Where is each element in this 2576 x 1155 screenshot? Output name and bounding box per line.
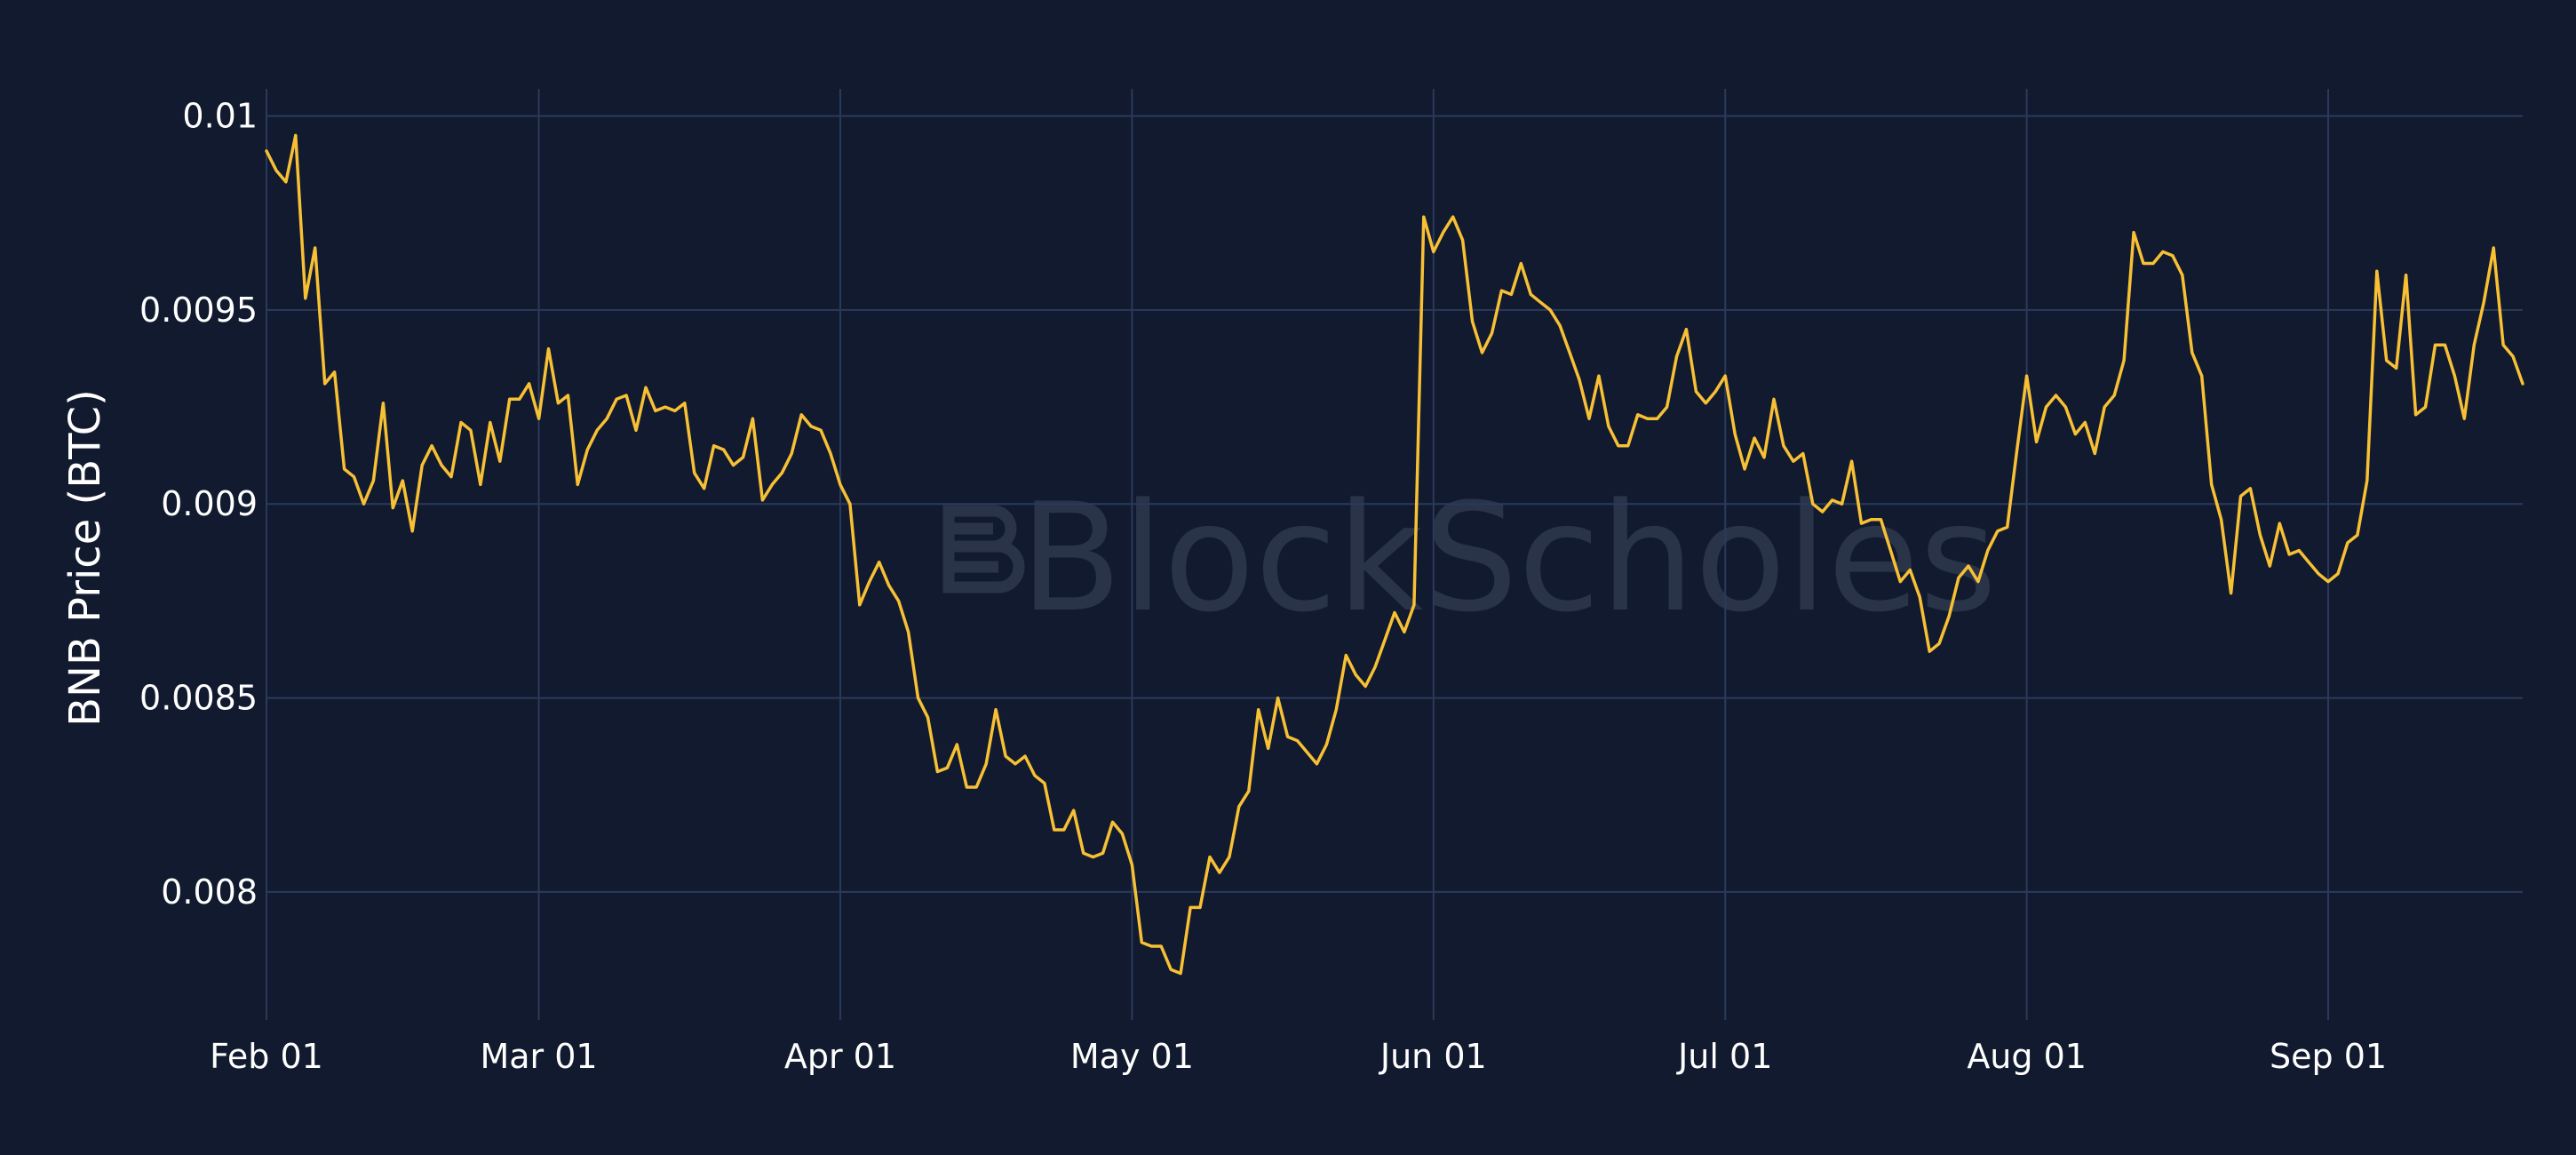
x-tick-label: Sep 01 bbox=[2270, 1037, 2387, 1076]
watermark-text: BlockScholes bbox=[1020, 471, 1997, 645]
x-tick-label: Feb 01 bbox=[210, 1037, 323, 1076]
watermark-group: BlockScholes bbox=[942, 471, 1997, 645]
x-tick-label: Apr 01 bbox=[784, 1037, 896, 1076]
x-tick-label: Jul 01 bbox=[1676, 1037, 1772, 1076]
grid bbox=[266, 89, 2523, 1020]
y-tick-label: 0.01 bbox=[182, 97, 258, 136]
y-axis-title: BNB Price (BTC) bbox=[60, 389, 110, 727]
y-axis-ticks: 0.008 0.0085 0.009 0.0095 0.01 bbox=[139, 97, 258, 912]
y-tick-label: 0.009 bbox=[161, 484, 258, 523]
x-tick-label: Aug 01 bbox=[1967, 1037, 2087, 1076]
y-tick-label: 0.0095 bbox=[139, 291, 258, 330]
x-tick-label: Jun 01 bbox=[1379, 1037, 1487, 1076]
series-layer bbox=[265, 133, 2524, 976]
x-tick-label: Mar 01 bbox=[480, 1037, 597, 1076]
x-axis-ticks: Feb 01 Mar 01 Apr 01 May 01 Jun 01 Jul 01 Aug … bbox=[210, 1037, 2387, 1076]
block-scholes-logo-icon bbox=[942, 505, 1025, 593]
price-series-line bbox=[265, 133, 2524, 976]
x-tick-label: May 01 bbox=[1070, 1037, 1194, 1076]
y-tick-label: 0.008 bbox=[161, 872, 258, 912]
y-tick-label: 0.0085 bbox=[139, 679, 258, 718]
